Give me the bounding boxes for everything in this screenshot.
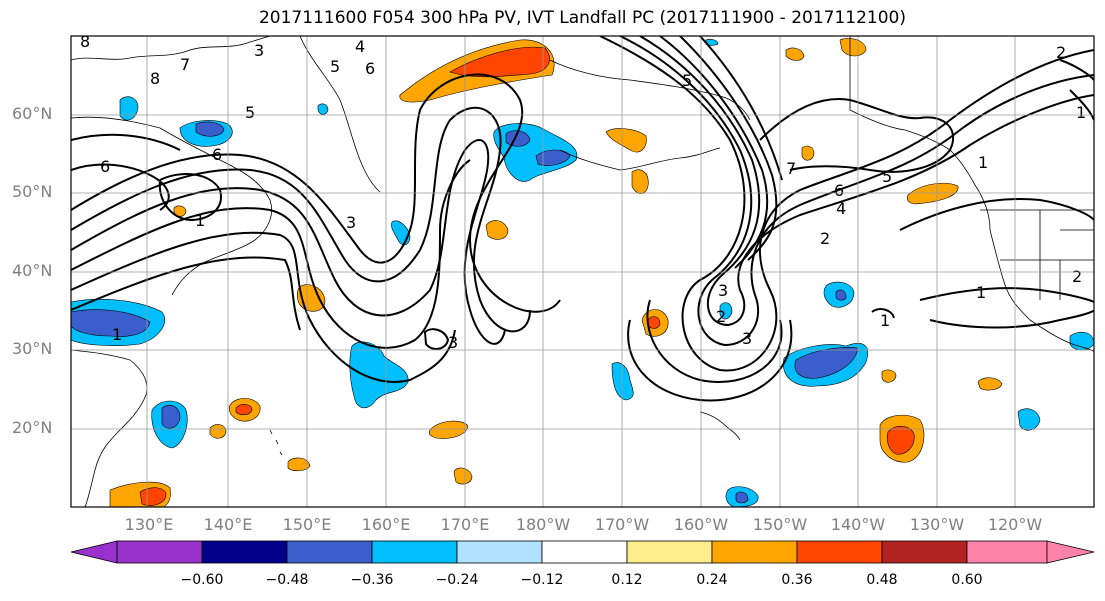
contour-label: 2 <box>820 229 830 248</box>
gridlines <box>71 36 1094 507</box>
shaded-anomalies <box>71 38 1094 507</box>
lat-label: 30°N <box>12 339 53 358</box>
coastlines <box>71 36 1094 507</box>
contour-label: 6 <box>212 145 222 164</box>
contour-label: 4 <box>836 199 846 218</box>
contour-label: 3 <box>448 333 458 352</box>
contour-label: 5 <box>245 103 255 122</box>
contour-label: 7 <box>180 55 190 74</box>
colorbar-bin <box>541 540 628 564</box>
map-frame <box>70 35 1095 508</box>
contour-label: 1 <box>976 283 986 302</box>
contour-label: 3 <box>742 329 752 348</box>
contour-label: 2 <box>1056 43 1066 62</box>
contour-label: 1 <box>112 325 122 344</box>
lon-label: 140°E <box>203 515 253 534</box>
map-area: 8 7 3 4 5 6 5 6 3 1 8 6 3 5 7 6 5 4 2 1 … <box>71 32 1094 507</box>
colorbar-bin <box>116 540 203 564</box>
contour-label: 6 <box>100 157 110 176</box>
colorbar-extend-left <box>70 540 118 564</box>
lon-label: 150°W <box>752 515 808 534</box>
colorbar-tick-label: −0.12 <box>520 572 564 588</box>
contour-label: 5 <box>682 71 692 90</box>
colorbar-bin <box>626 540 713 564</box>
colorbar-bin <box>881 540 968 564</box>
colorbar-tick-label: −0.36 <box>350 572 394 588</box>
lat-label: 20°N <box>12 418 53 437</box>
contour-label: 4 <box>355 37 365 56</box>
lon-label: 160°W <box>673 515 729 534</box>
contour-label: 8 <box>80 32 90 51</box>
contour-label: 5 <box>882 167 892 186</box>
colorbar-bin <box>456 540 543 564</box>
contour-label: 6 <box>834 181 844 200</box>
lon-label: 120°W <box>987 515 1043 534</box>
colorbar <box>70 540 1095 564</box>
contour-labels: 8 7 3 4 5 6 5 6 3 1 8 6 3 5 7 6 5 4 2 1 … <box>80 32 1086 352</box>
contour-label: 8 <box>150 69 160 88</box>
lon-label: 130°E <box>124 515 174 534</box>
colorbar-tick-label: 0.60 <box>951 572 983 588</box>
colorbar-tick-label: 0.36 <box>781 572 813 588</box>
contour-label: 2 <box>716 307 726 326</box>
colorbar-tick-label: −0.60 <box>180 572 224 588</box>
colorbar-tick-label: 0.48 <box>866 572 898 588</box>
contour-label: 1 <box>880 311 890 330</box>
contour-label: 3 <box>718 281 728 300</box>
contour-label: 1 <box>1076 103 1086 122</box>
colorbar-bin <box>796 540 883 564</box>
colorbar-bin <box>371 540 458 564</box>
lon-label: 170°W <box>594 515 650 534</box>
contour-label: 3 <box>254 41 264 60</box>
contour-label: 1 <box>978 153 988 172</box>
lon-label: 150°E <box>282 515 332 534</box>
pv-contours <box>71 36 1094 402</box>
lon-label: 140°W <box>830 515 886 534</box>
lon-label: 170°E <box>440 515 490 534</box>
contour-label: 7 <box>786 159 796 178</box>
colorbar-bin <box>966 540 1048 564</box>
contour-label: 1 <box>195 211 205 230</box>
lat-label: 40°N <box>12 261 53 280</box>
colorbar-bin <box>286 540 373 564</box>
colorbar-bin <box>201 540 288 564</box>
lat-label: 60°N <box>12 104 53 123</box>
lon-label: 180°W <box>515 515 571 534</box>
lat-label: 50°N <box>12 182 53 201</box>
lon-label: 130°W <box>909 515 965 534</box>
contour-label: 2 <box>1072 267 1082 286</box>
contour-label: 6 <box>365 59 375 78</box>
colorbar-tick-label: 0.12 <box>611 572 643 588</box>
contour-label: 5 <box>330 57 340 76</box>
lon-label: 160°E <box>361 515 411 534</box>
colorbar-tick-label: 0.24 <box>696 572 728 588</box>
colorbar-extend-right <box>1046 540 1095 564</box>
map-title: 2017111600 F054 300 hPa PV, IVT Landfall… <box>258 8 906 28</box>
colorbar-tick-label: −0.48 <box>265 572 309 588</box>
contour-label: 3 <box>346 213 356 232</box>
colorbar-bin <box>711 540 798 564</box>
colorbar-tick-label: −0.24 <box>435 572 479 588</box>
